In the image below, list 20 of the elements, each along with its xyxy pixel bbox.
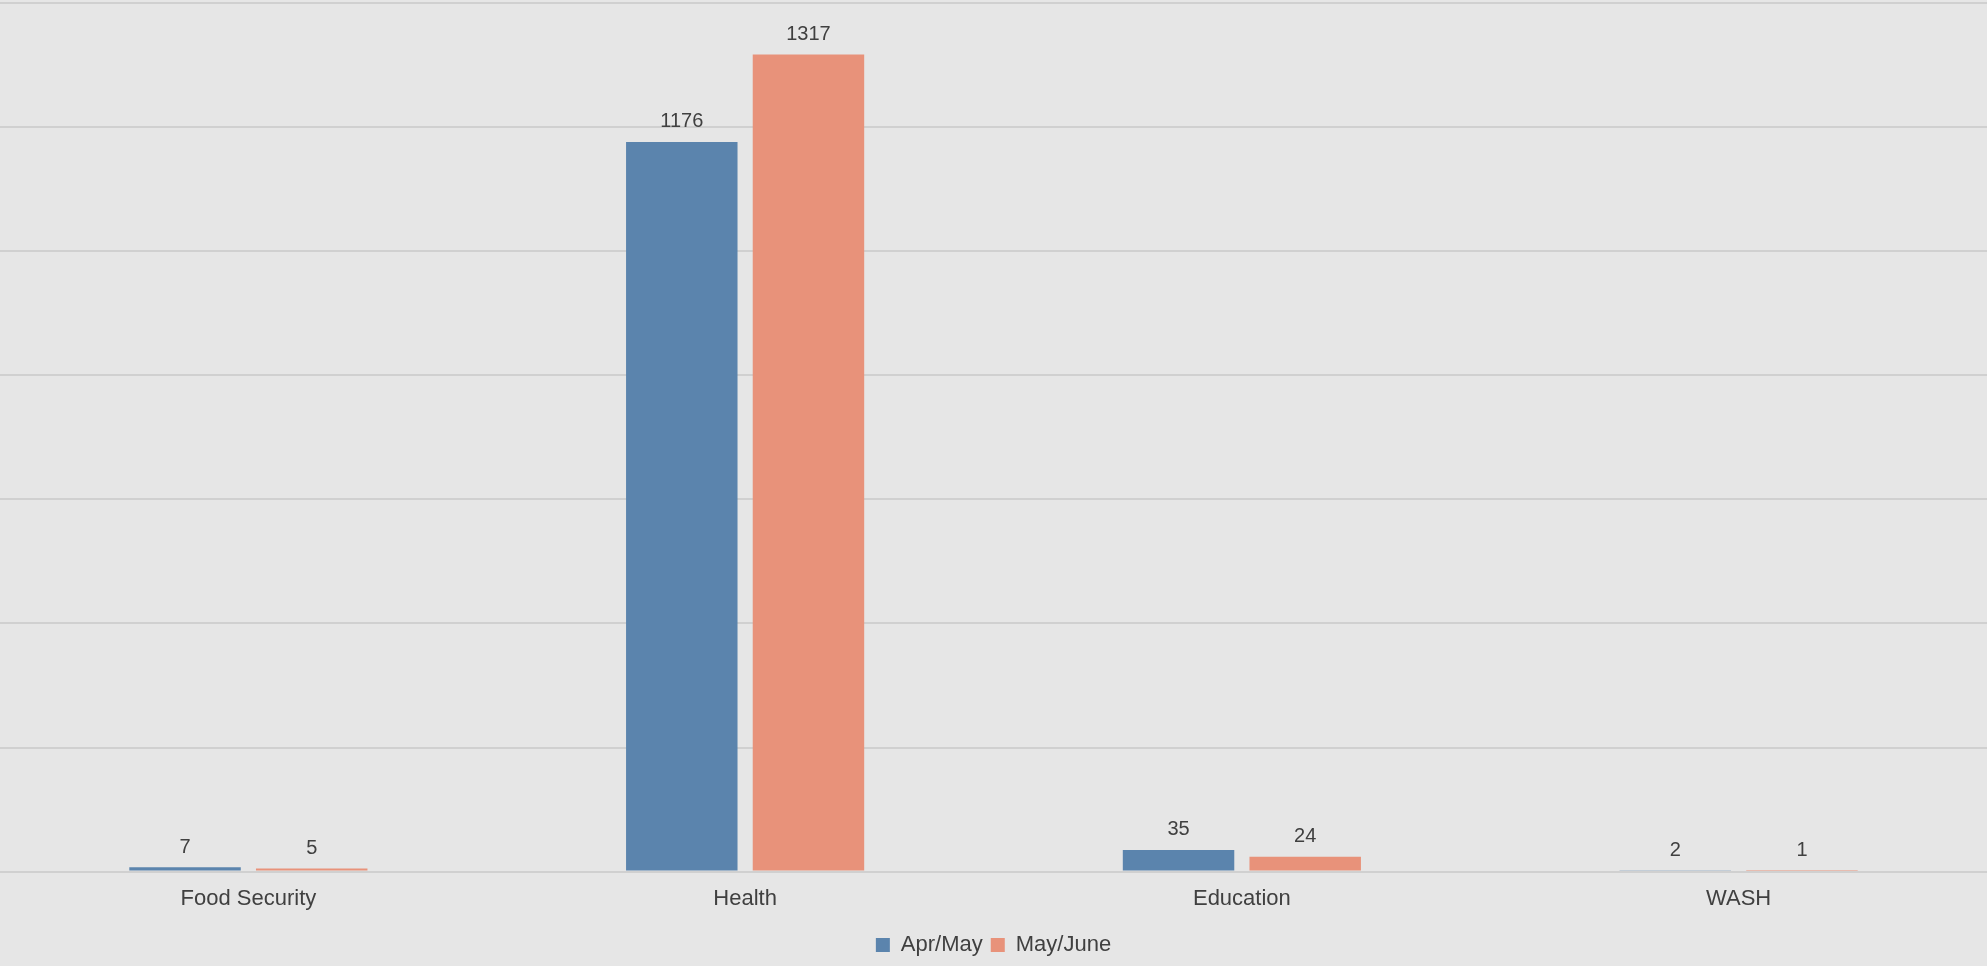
data-label: 1317 xyxy=(786,22,831,45)
legend-label: Apr/May xyxy=(900,931,983,957)
bar xyxy=(1122,849,1235,871)
bar xyxy=(626,141,738,871)
data-label: 7 xyxy=(179,834,191,857)
data-label: 1176 xyxy=(660,109,704,132)
legend-label: May/June xyxy=(1015,931,1112,957)
bar xyxy=(752,54,865,871)
x-tick-label: Food Security xyxy=(180,884,317,910)
data-label: 2 xyxy=(1669,837,1681,860)
x-tick-label: WASH xyxy=(1706,884,1772,910)
bar xyxy=(129,867,241,871)
x-tick-label: Health xyxy=(713,884,777,910)
bar xyxy=(1249,856,1361,871)
x-tick-label: Education xyxy=(1192,884,1291,910)
data-label: 24 xyxy=(1294,824,1317,847)
data-label: 1 xyxy=(1796,838,1808,861)
data-label: 5 xyxy=(306,836,318,859)
data-label: 35 xyxy=(1167,817,1190,840)
bar xyxy=(255,868,368,871)
